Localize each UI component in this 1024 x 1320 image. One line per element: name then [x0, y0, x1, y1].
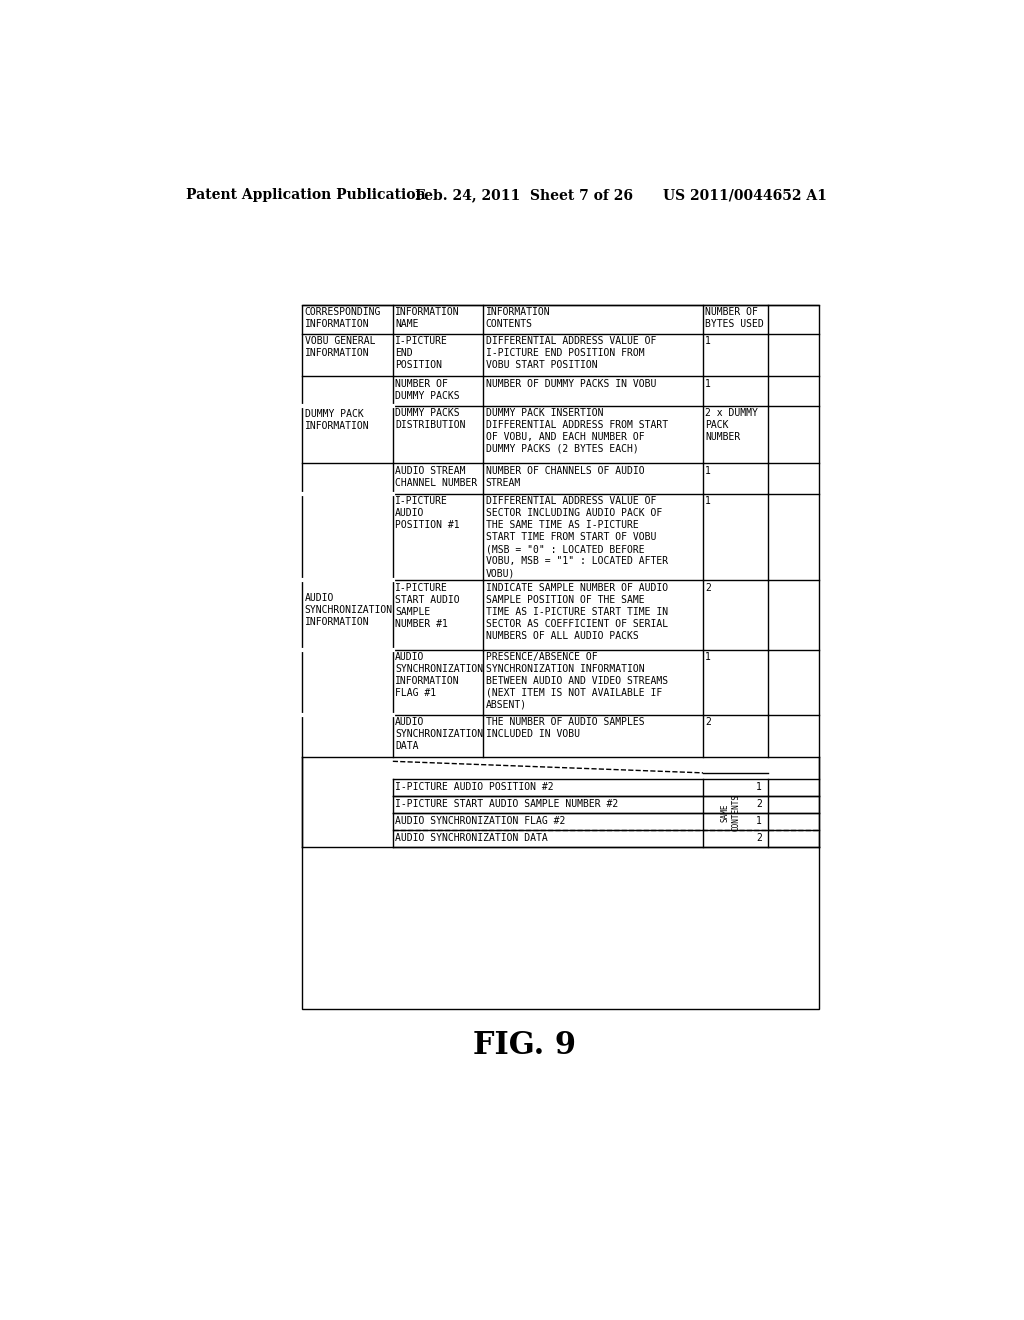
- Text: FIG. 9: FIG. 9: [473, 1030, 577, 1061]
- Text: VOBU GENERAL
INFORMATION: VOBU GENERAL INFORMATION: [305, 337, 375, 358]
- Text: 1: 1: [706, 652, 712, 661]
- Text: 2: 2: [706, 582, 712, 593]
- Text: 2: 2: [756, 800, 762, 809]
- Text: NUMBER OF DUMMY PACKS IN VOBU: NUMBER OF DUMMY PACKS IN VOBU: [485, 379, 656, 388]
- Text: AUDIO STREAM
CHANNEL NUMBER: AUDIO STREAM CHANNEL NUMBER: [395, 466, 477, 487]
- Text: 2: 2: [756, 833, 762, 843]
- Text: AUDIO
SYNCHRONIZATION
INFORMATION: AUDIO SYNCHRONIZATION INFORMATION: [305, 594, 393, 627]
- Text: I-PICTURE
START AUDIO
SAMPLE
NUMBER #1: I-PICTURE START AUDIO SAMPLE NUMBER #1: [395, 582, 460, 628]
- Text: I-PICTURE START AUDIO SAMPLE NUMBER #2: I-PICTURE START AUDIO SAMPLE NUMBER #2: [395, 800, 618, 809]
- Text: AUDIO
SYNCHRONIZATION
INFORMATION
FLAG #1: AUDIO SYNCHRONIZATION INFORMATION FLAG #…: [395, 652, 483, 698]
- Text: 1: 1: [756, 783, 762, 792]
- Text: THE NUMBER OF AUDIO SAMPLES
INCLUDED IN VOBU: THE NUMBER OF AUDIO SAMPLES INCLUDED IN …: [485, 718, 644, 739]
- Text: I-PICTURE
AUDIO
POSITION #1: I-PICTURE AUDIO POSITION #1: [395, 496, 460, 531]
- Text: DUMMY PACKS
DISTRIBUTION: DUMMY PACKS DISTRIBUTION: [395, 408, 466, 430]
- Text: 1: 1: [706, 379, 712, 388]
- Text: DIFFERENTIAL ADDRESS VALUE OF
SECTOR INCLUDING AUDIO PACK OF
THE SAME TIME AS I-: DIFFERENTIAL ADDRESS VALUE OF SECTOR INC…: [485, 496, 668, 578]
- Text: 2 x DUMMY
PACK
NUMBER: 2 x DUMMY PACK NUMBER: [706, 408, 758, 442]
- Text: NUMBER OF CHANNELS OF AUDIO
STREAM: NUMBER OF CHANNELS OF AUDIO STREAM: [485, 466, 644, 487]
- Text: I-PICTURE
END
POSITION: I-PICTURE END POSITION: [395, 337, 449, 371]
- Text: AUDIO SYNCHRONIZATION FLAG #2: AUDIO SYNCHRONIZATION FLAG #2: [395, 816, 565, 826]
- Text: 1: 1: [706, 466, 712, 475]
- Text: 2: 2: [706, 718, 712, 727]
- Text: INFORMATION
NAME: INFORMATION NAME: [395, 308, 460, 329]
- Text: DIFFERENTIAL ADDRESS VALUE OF
I-PICTURE END POSITION FROM
VOBU START POSITION: DIFFERENTIAL ADDRESS VALUE OF I-PICTURE …: [485, 337, 656, 371]
- Text: INFORMATION
CONTENTS: INFORMATION CONTENTS: [485, 308, 550, 329]
- Text: DUMMY PACK
INFORMATION: DUMMY PACK INFORMATION: [305, 409, 370, 430]
- Text: Patent Application Publication: Patent Application Publication: [186, 189, 426, 202]
- Text: 1: 1: [706, 496, 712, 507]
- Text: 1: 1: [756, 816, 762, 826]
- Text: NUMBER OF
BYTES USED: NUMBER OF BYTES USED: [706, 308, 764, 329]
- Text: PRESENCE/ABSENCE OF
SYNCHRONIZATION INFORMATION
BETWEEN AUDIO AND VIDEO STREAMS
: PRESENCE/ABSENCE OF SYNCHRONIZATION INFO…: [485, 652, 668, 710]
- Text: I-PICTURE AUDIO POSITION #2: I-PICTURE AUDIO POSITION #2: [395, 783, 554, 792]
- Text: 1: 1: [706, 337, 712, 346]
- Text: SAME
CONTENTS: SAME CONTENTS: [721, 795, 740, 832]
- Text: US 2011/0044652 A1: US 2011/0044652 A1: [663, 189, 826, 202]
- Bar: [302, 305, 819, 1010]
- Text: AUDIO SYNCHRONIZATION DATA: AUDIO SYNCHRONIZATION DATA: [395, 833, 548, 843]
- Text: DUMMY PACK INSERTION
DIFFERENTIAL ADDRESS FROM START
OF VOBU, AND EACH NUMBER OF: DUMMY PACK INSERTION DIFFERENTIAL ADDRES…: [485, 408, 668, 454]
- Text: NUMBER OF
DUMMY PACKS: NUMBER OF DUMMY PACKS: [395, 379, 460, 401]
- Text: INDICATE SAMPLE NUMBER OF AUDIO
SAMPLE POSITION OF THE SAME
TIME AS I-PICTURE ST: INDICATE SAMPLE NUMBER OF AUDIO SAMPLE P…: [485, 582, 668, 640]
- Text: AUDIO
SYNCHRONIZATION
DATA: AUDIO SYNCHRONIZATION DATA: [395, 718, 483, 751]
- Text: Feb. 24, 2011  Sheet 7 of 26: Feb. 24, 2011 Sheet 7 of 26: [415, 189, 633, 202]
- Text: CORRESPONDING
INFORMATION: CORRESPONDING INFORMATION: [305, 308, 381, 329]
